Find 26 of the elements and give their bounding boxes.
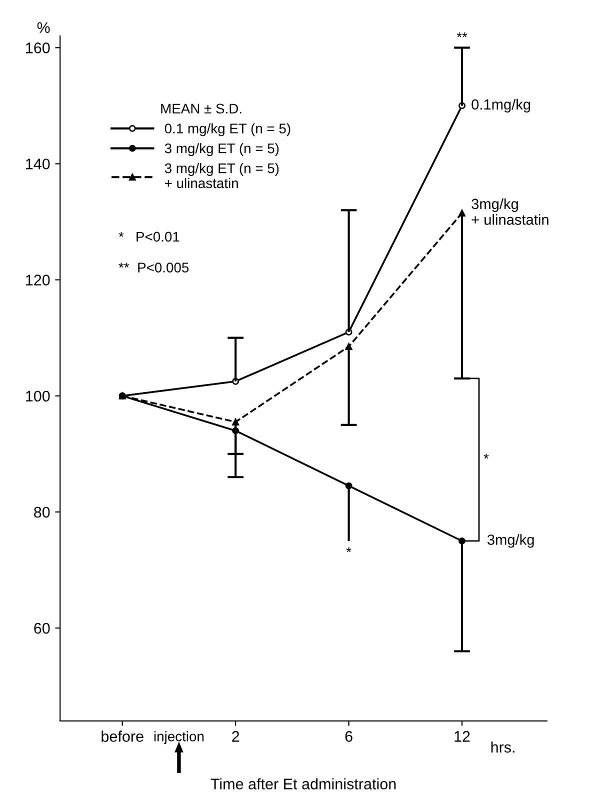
y-tick-label: 80 <box>34 506 50 518</box>
annotation: ** <box>456 32 468 38</box>
annotation: 0.1mg/kg <box>472 98 530 112</box>
x-tick-label: 12 <box>454 731 470 742</box>
annotation: 3mg/kg <box>487 534 534 548</box>
y-tick-label: 100 <box>26 390 50 402</box>
annotation: 3mg/kg + ulinastatin <box>472 198 548 225</box>
annotation: * <box>484 454 489 459</box>
y-tick-label: 120 <box>26 274 50 286</box>
x-tick-label: 2 <box>232 731 240 742</box>
legend-label: 3 mg/kg ET (n = 5) + ulinastatin <box>164 163 279 188</box>
y-tick-label: 140 <box>26 158 50 170</box>
legend-label: 0.1 mg/kg ET (n = 5) <box>164 123 290 136</box>
text: injection <box>154 731 204 744</box>
legend-label: 3 mg/kg ET (n = 5) <box>164 143 279 156</box>
text: hrs. <box>491 741 514 753</box>
annotation: ** P<0.005 <box>118 262 189 272</box>
y-axis-title: % <box>37 22 50 33</box>
annotation: * <box>346 547 352 552</box>
y-tick-label: 160 <box>26 42 50 54</box>
x-tick-label: 6 <box>345 731 352 742</box>
legend-title: MEAN ± S.D. <box>161 104 242 114</box>
x-tick-label: before <box>102 730 144 742</box>
annotation: * P<0.01 <box>118 232 180 242</box>
x-axis-title: Time after Et administration <box>210 778 396 790</box>
y-tick-label: 60 <box>34 622 50 634</box>
